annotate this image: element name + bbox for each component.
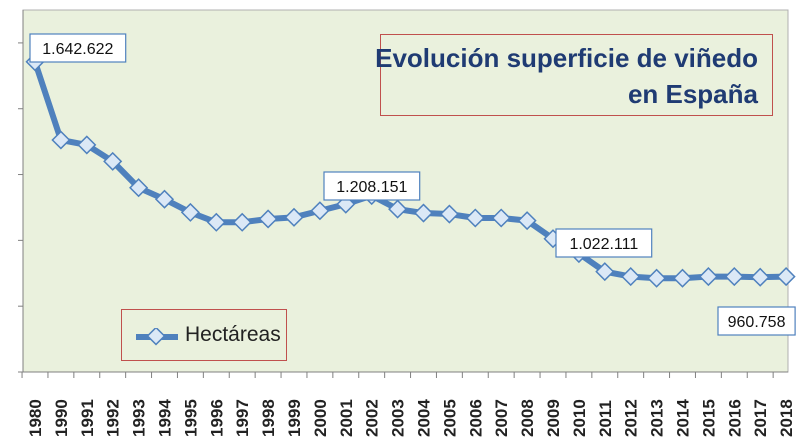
data-label: 960.758 [728, 314, 786, 331]
series-hectareas [25, 52, 796, 288]
x-tick-label: 1980 [26, 399, 45, 437]
data-point [439, 204, 459, 224]
x-tick-label: 2015 [699, 399, 718, 437]
x-tick-label: 1990 [52, 399, 71, 437]
chart-title-line-1: Evolución superficie de viñedo [375, 43, 758, 73]
data-point [750, 267, 770, 287]
x-tick-label: 1991 [78, 399, 97, 437]
chart-title-line-2: en España [627, 79, 758, 109]
data-labels: 1.642.622 1.208.151 1.022.111 960.758 [29, 33, 796, 336]
data-point [724, 267, 744, 287]
x-tick-label: 2014 [674, 399, 693, 437]
x-tick-label: 1995 [181, 399, 200, 437]
x-tick-label: 2010 [570, 399, 589, 437]
data-point [517, 211, 537, 231]
data-label-box [29, 33, 127, 63]
data-point [206, 212, 226, 232]
x-tick-label: 1996 [207, 399, 226, 437]
data-point [413, 203, 434, 223]
data-point [776, 267, 796, 287]
chart-title-box: Evolución superficie de viñedo en España [375, 34, 773, 116]
x-tick-label: 1994 [156, 399, 175, 437]
data-label-box [323, 171, 421, 201]
data-label-box [555, 228, 653, 258]
x-tick-label: 2017 [751, 399, 770, 437]
x-tick-label: 2016 [725, 399, 744, 437]
y-axis-ticks [18, 42, 23, 373]
x-tick-label: 1992 [104, 399, 123, 437]
x-tick-label: 2012 [622, 399, 641, 437]
data-point [77, 135, 97, 155]
x-tick-label: 2008 [518, 399, 537, 437]
data-label: 1.208.151 [336, 179, 407, 196]
data-label: 1.642.622 [42, 41, 113, 58]
x-tick-label: 1999 [285, 399, 304, 437]
data-point [258, 209, 278, 229]
data-point [284, 207, 304, 227]
legend: Hectáreas [121, 309, 287, 361]
data-point [388, 199, 408, 219]
x-tick-label: 2009 [544, 399, 563, 437]
data-point [698, 267, 718, 287]
legend-label-hectareas: Hectáreas [185, 323, 281, 346]
data-point [232, 212, 252, 232]
x-tick-label: 2000 [311, 399, 330, 437]
x-tick-label: 1993 [130, 399, 149, 437]
x-tick-label: 2001 [337, 399, 356, 437]
data-point [647, 268, 667, 288]
data-point [310, 201, 330, 221]
data-label-box [717, 306, 796, 336]
x-tick-label: 2013 [648, 399, 667, 437]
data-point [621, 267, 641, 287]
data-point [491, 208, 511, 228]
data-point [672, 268, 693, 288]
x-tick-label: 1998 [259, 399, 278, 437]
legend-swatch-icon [136, 328, 178, 346]
x-axis-ticks [21, 372, 774, 378]
data-label: 1.022.111 [569, 236, 638, 253]
x-tick-label: 2018 [777, 399, 796, 437]
data-point [154, 189, 175, 209]
x-tick-label: 2006 [466, 399, 485, 437]
data-point [129, 178, 149, 198]
x-tick-label: 2005 [440, 399, 459, 437]
x-tick-label: 2002 [363, 399, 382, 437]
x-tick-label: 1997 [233, 399, 252, 437]
data-point [103, 151, 123, 171]
data-point [465, 208, 485, 228]
data-point [180, 202, 200, 222]
data-point [51, 130, 71, 150]
x-tick-label: 2007 [492, 399, 511, 437]
data-point [595, 262, 615, 282]
x-tick-label: 2003 [389, 399, 408, 437]
x-tick-label: 2004 [415, 399, 434, 437]
x-axis-tick-labels: 1980 1990 1991 1992 1993 1994 1995 1996 1997 1998… [26, 399, 796, 437]
x-tick-label: 2011 [596, 400, 615, 437]
